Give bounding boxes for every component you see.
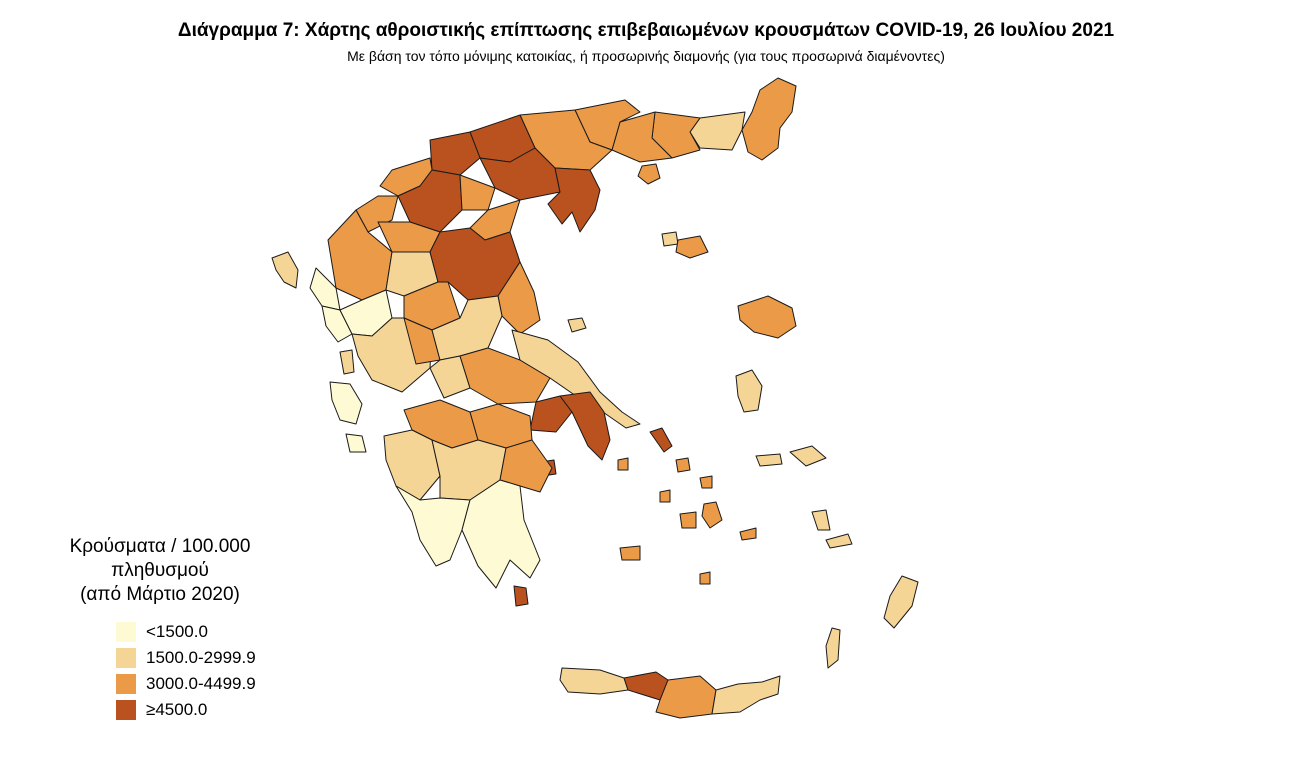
region-thasos [637, 163, 661, 185]
legend: Κρούσματα / 100.000 πληθυσμού (από Μάρτι… [20, 535, 300, 723]
region-ilia [383, 429, 441, 501]
region-skiathos-skopelos [567, 317, 587, 333]
region-lesvos [737, 295, 797, 339]
region-preveza [321, 305, 353, 343]
legend-swatch [116, 622, 136, 642]
region-milos [619, 545, 641, 561]
legend-swatch [116, 674, 136, 694]
region-tinos [675, 457, 691, 473]
region-kalymnos [811, 509, 831, 531]
region-limnos [675, 235, 709, 259]
legend-label: 1500.0-2999.9 [146, 648, 256, 667]
region-messinia [395, 485, 471, 567]
legend-label: <1500.0 [146, 622, 208, 641]
region-andros [649, 427, 673, 453]
region-attica-east [559, 391, 611, 461]
region-kythira [513, 585, 529, 607]
region-kos [825, 533, 853, 549]
region-heraklion [655, 675, 717, 719]
region-ikaria [755, 453, 783, 467]
region-lasithi [711, 675, 781, 715]
region-mykonos [699, 475, 713, 489]
region-paros [679, 511, 697, 529]
region-chalkidiki [547, 167, 601, 233]
region-chios [735, 369, 763, 413]
region-kea [617, 457, 629, 471]
region-lakonia [461, 479, 541, 589]
region-corfu [271, 251, 299, 289]
legend-swatch [116, 648, 136, 668]
legend-item: <1500.0 [116, 619, 300, 645]
region-imathia [459, 174, 496, 211]
region-samothraki [661, 231, 679, 247]
legend-list: <1500.0 1500.0-2999.9 3000.0-4499.9 ≥450… [116, 619, 300, 723]
region-kefalonia [329, 381, 363, 425]
region-viotia [459, 347, 551, 405]
region-karpathos [825, 627, 841, 669]
map-subtitle: Με βάση τον τόπο μόνιμης κατοικίας, ή πρ… [347, 48, 945, 64]
legend-title-line2: (από Μάρτιο 2020) [80, 584, 240, 605]
region-rhodes [883, 575, 919, 629]
region-naxos [701, 501, 723, 529]
legend-label: ≥4500.0 [146, 700, 208, 719]
map-title: Διάγραμμα 7: Χάρτης αθροιστικής επίπτωση… [177, 20, 1115, 41]
legend-item: 3000.0-4499.9 [116, 671, 300, 697]
legend-item: ≥4500.0 [116, 697, 300, 723]
region-samos [789, 445, 827, 467]
region-zakynthos [345, 433, 367, 453]
region-pella [429, 131, 481, 176]
region-syros [659, 489, 671, 503]
legend-swatch [116, 700, 136, 720]
region-evia [511, 329, 641, 429]
legend-title-line1: Κρούσματα / 100.000 πληθυσμού [69, 536, 251, 581]
region-chania [559, 667, 629, 695]
region-santorini [699, 571, 711, 585]
region-evros [741, 77, 797, 161]
region-amorgos [739, 527, 757, 541]
legend-item: 1500.0-2999.9 [116, 645, 300, 671]
legend-label: 3000.0-4499.9 [146, 674, 256, 693]
region-lefkada [339, 349, 355, 375]
